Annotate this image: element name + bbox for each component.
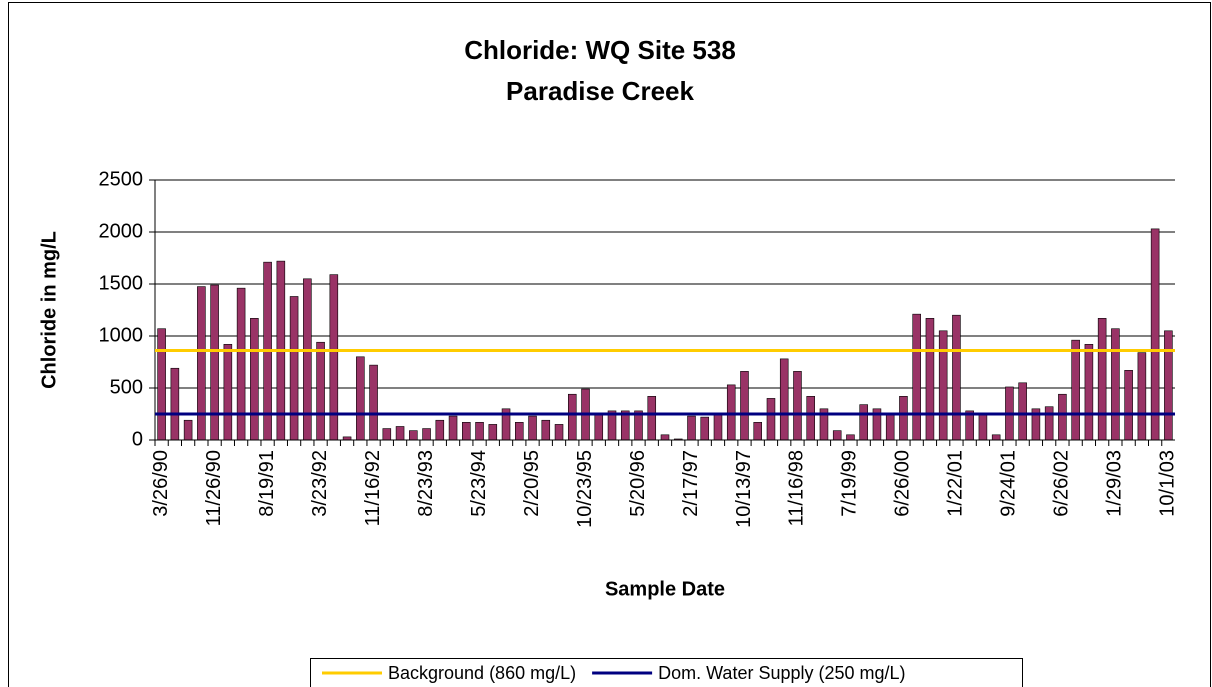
x-tick-label: 3/26/90: [150, 450, 172, 517]
bar: [236, 287, 246, 441]
bar: [1018, 382, 1027, 441]
bar: [541, 419, 551, 441]
bar: [832, 430, 842, 441]
x-tick-label: 10/13/97: [733, 450, 755, 528]
bar: [183, 419, 193, 441]
bar: [912, 313, 921, 441]
legend-box: [310, 658, 1023, 687]
legend-label: Background (860 mg/L): [388, 663, 576, 683]
y-tick-label: 2500: [99, 168, 144, 190]
bar: [1111, 328, 1120, 441]
x-tick-label: 11/16/98: [786, 450, 808, 526]
bar: [753, 422, 763, 441]
bar: [515, 422, 524, 441]
bar: [197, 286, 206, 441]
legend-label: Dom. Water Supply (250 mg/L): [658, 663, 905, 683]
y-tick-label: 0: [132, 428, 143, 450]
bar: [157, 328, 166, 441]
bar: [462, 422, 471, 441]
bar: [567, 393, 577, 441]
bar: [422, 428, 431, 441]
bar: [210, 284, 219, 441]
bar: [687, 415, 696, 441]
bar: [938, 330, 948, 441]
bar: [369, 364, 378, 441]
bar: [978, 412, 988, 441]
bar: [700, 416, 710, 441]
bar: [316, 341, 325, 441]
bar: [766, 398, 776, 441]
bar: [859, 404, 868, 441]
x-tick-label: 2/20/95: [521, 450, 543, 517]
bar: [713, 412, 723, 441]
bar: [289, 296, 299, 441]
x-tick-label: 10/1/03: [1157, 450, 1179, 517]
bar: [382, 428, 392, 441]
bar: [1084, 344, 1094, 441]
x-axis-label: Sample Date: [605, 578, 725, 600]
x-tick-label: 8/19/91: [256, 450, 278, 517]
x-tick-label: 11/16/92: [362, 450, 384, 526]
chart-title: Chloride: WQ Site 538: [464, 35, 736, 65]
bar: [528, 415, 537, 441]
x-tick-label: 9/24/01: [998, 450, 1020, 517]
bar: [925, 318, 935, 441]
bar: [1124, 370, 1133, 441]
bar: [1071, 339, 1080, 441]
bar: [660, 434, 670, 441]
y-tick-label: 1000: [99, 324, 144, 346]
bar: [250, 318, 259, 441]
bar: [846, 434, 855, 441]
x-tick-label: 1/22/01: [945, 450, 967, 517]
bar: [475, 422, 484, 441]
bar: [1044, 406, 1054, 441]
x-tick-label: 8/23/93: [415, 450, 437, 517]
bar: [806, 396, 815, 441]
bar: [554, 424, 564, 441]
bar: [793, 371, 802, 441]
x-tick-label: 5/20/96: [627, 450, 649, 517]
bar: [899, 396, 908, 441]
y-axis-label: Chloride in mg/L: [38, 231, 60, 389]
x-tick-label: 11/26/90: [203, 450, 225, 526]
y-tick-label: 1500: [99, 272, 144, 294]
bar: [1164, 330, 1173, 441]
bar: [1097, 318, 1107, 441]
bar: [779, 358, 789, 441]
bar: [740, 371, 749, 441]
bar: [488, 424, 498, 441]
bar: [303, 278, 312, 441]
bar: [1150, 228, 1160, 441]
x-tick-label: 3/23/92: [309, 450, 331, 517]
y-tick-label: 500: [110, 376, 143, 398]
bar: [991, 434, 1001, 441]
bar: [885, 412, 895, 441]
bar: [1137, 352, 1147, 441]
x-tick-label: 10/23/95: [574, 450, 596, 528]
bar: [647, 396, 657, 441]
bar: [356, 356, 365, 441]
bar: [395, 426, 405, 441]
x-tick-label: 5/23/94: [468, 450, 490, 517]
bar: [594, 412, 604, 441]
chart-frame: [8, 2, 1211, 687]
x-tick-label: 2/17/97: [680, 450, 702, 517]
y-tick-label: 2000: [99, 220, 144, 242]
bar: [170, 367, 180, 441]
bar: [435, 419, 445, 441]
x-tick-label: 6/26/02: [1051, 450, 1073, 517]
x-tick-label: 1/29/03: [1104, 450, 1126, 517]
bar: [726, 384, 736, 441]
bar: [1058, 393, 1067, 441]
chart-subtitle: Paradise Creek: [506, 76, 694, 106]
x-tick-label: 7/19/99: [839, 450, 861, 517]
bar: [223, 344, 233, 441]
bar: [448, 415, 458, 441]
bar: [409, 430, 418, 441]
bar: [952, 314, 961, 441]
x-tick-label: 6/26/00: [892, 450, 914, 517]
